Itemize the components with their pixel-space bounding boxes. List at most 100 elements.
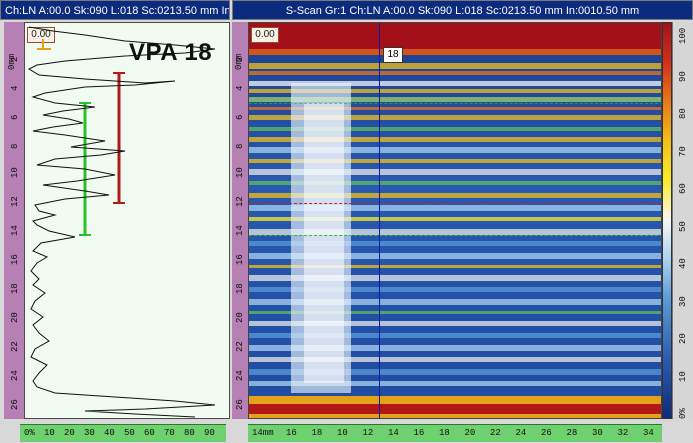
palette-tick-label: 30 — [678, 295, 688, 307]
sscan-band — [249, 357, 661, 362]
amplitude-tick-label: 70 — [164, 428, 175, 438]
ascan-plot[interactable]: 0.00 VPA 18 — [24, 22, 230, 419]
palette-tick-label: 20 — [678, 333, 688, 344]
sscan-gate-green-line — [249, 235, 661, 236]
sscan-panel: S-Scan Gr:1 Ch:LN A:00.0 Sk:090 L:018 Sc… — [232, 0, 693, 443]
sscan-title-bar: S-Scan Gr:1 Ch:LN A:00.0 Sk:090 L:018 Sc… — [232, 0, 693, 20]
sscan-band — [249, 159, 661, 163]
palette-tick-label: 10 — [678, 370, 688, 382]
depth-tick-label: 6 — [235, 114, 245, 120]
depth-tick-label: 24 — [10, 370, 20, 381]
depth-tick-label: 14 — [10, 225, 20, 236]
sscan-backwall-band-2 — [249, 404, 661, 414]
index-tick-label: 26 — [541, 428, 552, 438]
index-tick-label: 28 — [566, 428, 578, 438]
sscan-band — [249, 97, 661, 102]
index-tick-label: 18 — [311, 428, 323, 438]
sscan-band — [249, 333, 661, 338]
index-tick-label: 12 — [362, 428, 374, 438]
depth-tick-label: 18 — [10, 283, 20, 294]
sscan-band — [249, 275, 661, 281]
depth-tick-label: 20 — [10, 312, 20, 323]
index-tick-label: 24 — [515, 428, 527, 438]
sscan-title: S-Scan Gr:1 Ch:LN A:00.0 Sk:090 L:018 Sc… — [285, 5, 640, 17]
palette-tick-label: 70 — [678, 145, 688, 157]
amplitude-tick-label: 10 — [44, 428, 55, 438]
depth-tick-label: 24 — [235, 370, 245, 381]
sscan-band — [249, 311, 661, 314]
sscan-index-ruler[interactable]: 14mm 16 18 10 12 14 16 18 20 22 24 26 28 30 32 34 — [248, 424, 662, 442]
sscan-band — [249, 241, 661, 246]
sscan-band — [249, 229, 661, 235]
sscan-band — [249, 205, 661, 211]
index-tick-label: 10 — [337, 428, 348, 438]
depth-tick-label: 10 — [10, 167, 20, 178]
palette-tick-label: 50 — [678, 220, 688, 232]
sscan-band — [249, 181, 661, 185]
ascan-waveform — [27, 26, 216, 418]
ascan-title-bar: Ch:LN A:00.0 Sk:090 L:018 Sc:0213.50 mm … — [0, 0, 230, 20]
index-tick-label: 30 — [592, 428, 603, 438]
index-tick-label: 18 — [439, 428, 450, 438]
amplitude-tick-label: 90 — [204, 428, 215, 438]
sscan-index-cursor[interactable] — [379, 23, 380, 418]
sscan-gate-green-top-line — [249, 103, 661, 104]
index-tick-label: 16 — [413, 428, 425, 438]
sscan-band — [249, 115, 661, 120]
sscan-top-band-glow — [249, 49, 661, 55]
sscan-top-band — [249, 23, 661, 49]
sscan-bands — [249, 63, 661, 386]
index-tick-label: 34 — [643, 428, 654, 438]
index-tick-label: 20 — [464, 428, 476, 438]
depth-tick-label: 2 — [10, 56, 20, 62]
index-tick-label: 14 — [388, 428, 399, 438]
palette-ruler: 100 90 80 70 60 50 40 30 20 10 0% — [672, 22, 693, 419]
sscan-band — [249, 381, 661, 386]
ascan-depth-ruler[interactable]: 0mm 2 4 6 8 10 12 14 16 18 20 22 24 26 — [4, 22, 25, 419]
sscan-cursor-label: 18 — [383, 47, 403, 63]
sscan-index-unit: 14mm — [252, 428, 274, 438]
sscan-image[interactable]: 0.00 18 — [248, 22, 662, 419]
sscan-backwall-band-1 — [249, 396, 661, 404]
palette-tick-label: 100 — [678, 27, 688, 44]
ascan-signal — [27, 26, 216, 418]
sscan-band — [249, 63, 661, 69]
amplitude-tick-label: 30 — [84, 428, 95, 438]
depth-tick-label: 18 — [235, 283, 245, 294]
depth-tick-label: 10 — [235, 167, 245, 178]
sscan-depth-ruler[interactable]: 0mm 2 4 6 8 10 12 14 16 18 20 22 24 26 — [232, 22, 249, 419]
sscan-band — [249, 107, 661, 110]
vpa-label: VPA 18 — [129, 39, 213, 66]
amplitude-tick-label: 0% — [24, 428, 35, 438]
amplitude-tick-label: 50 — [124, 428, 135, 438]
ascan-amplitude-ruler[interactable]: 0% 10 20 30 40 50 60 70 80 90 — [20, 424, 226, 442]
sscan-band — [249, 169, 661, 175]
depth-tick-label: 4 — [10, 85, 20, 91]
sscan-band — [249, 127, 661, 131]
color-palette[interactable] — [662, 22, 672, 419]
depth-tick-label: 8 — [10, 143, 20, 149]
amplitude-tick-label: 80 — [184, 428, 195, 438]
sscan-gate-red-line — [249, 203, 661, 204]
palette-tick-label: 40 — [678, 258, 688, 269]
sscan-band — [249, 193, 661, 198]
depth-tick-label: 20 — [235, 312, 245, 323]
depth-tick-label: 14 — [235, 225, 245, 236]
depth-tick-label: 8 — [235, 143, 245, 149]
sscan-white-column-core — [304, 103, 344, 383]
sscan-band — [249, 321, 661, 326]
index-tick-label: 22 — [490, 428, 501, 438]
depth-tick-label: 26 — [10, 399, 20, 410]
ascan-panel: Ch:LN A:00.0 Sk:090 L:018 Sc:0213.50 mm … — [0, 0, 230, 443]
sscan-backwall-band-3 — [249, 414, 661, 418]
amplitude-tick-label: 20 — [64, 428, 75, 438]
depth-tick-label: 12 — [235, 196, 245, 207]
ascan-title: Ch:LN A:00.0 Sk:090 L:018 Sc:0213.50 mm … — [5, 5, 230, 17]
depth-tick-label: 16 — [10, 254, 20, 265]
depth-tick-label: 26 — [235, 399, 245, 410]
sscan-band — [249, 147, 661, 153]
sscan-zero-badge: 0.00 — [251, 27, 279, 43]
palette-tick-label: 90 — [678, 70, 688, 82]
sscan-band — [249, 345, 661, 351]
depth-tick-label: 22 — [235, 341, 245, 352]
